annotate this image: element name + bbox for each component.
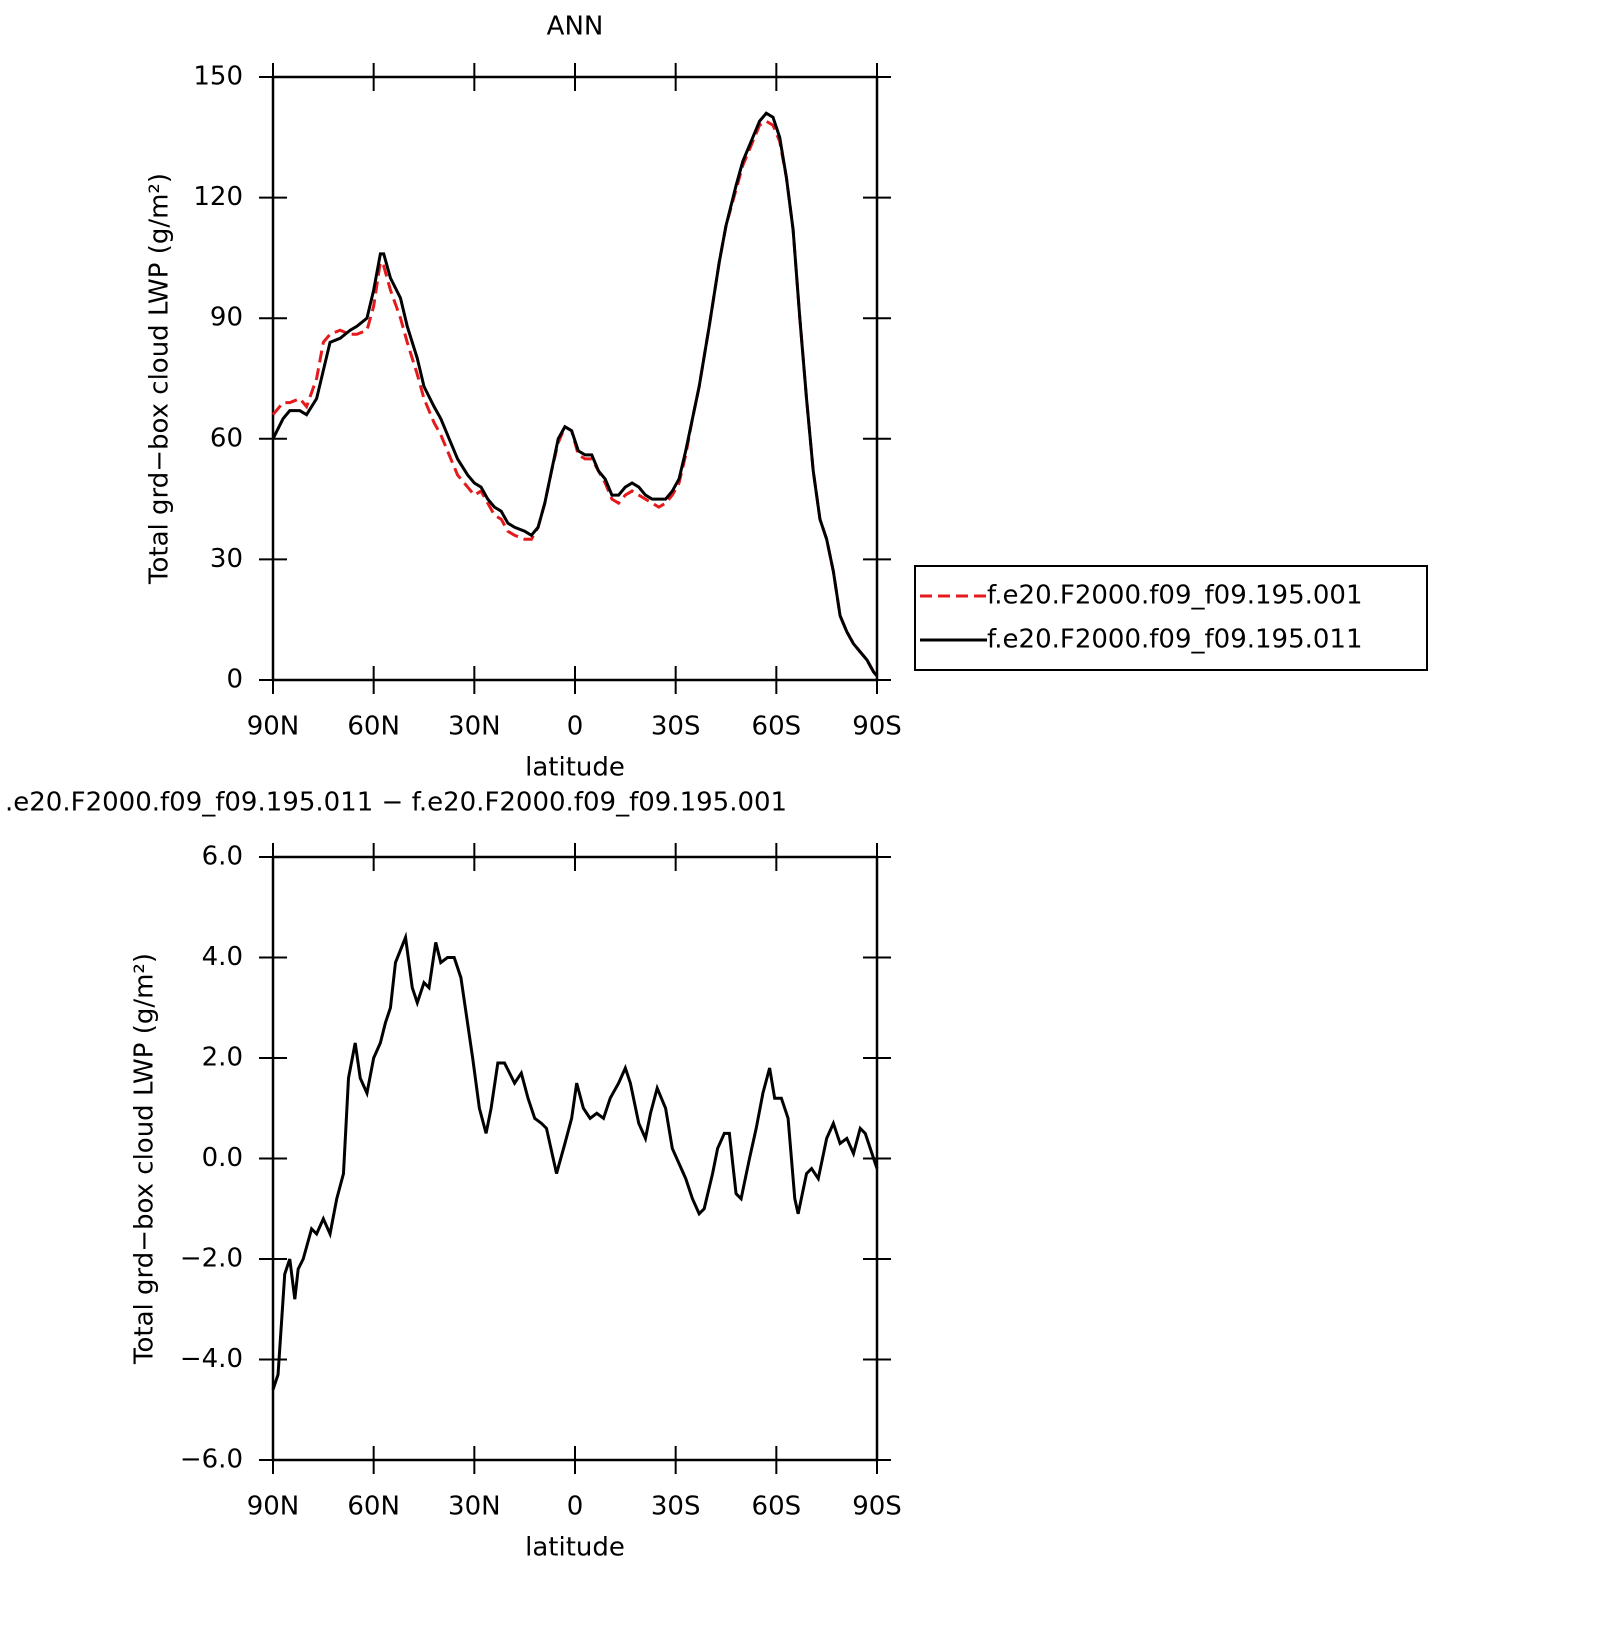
x-tick-label: 60N — [347, 712, 400, 742]
y-tick-label: −4.0 — [180, 1344, 243, 1374]
x-tick-label: 30S — [651, 1492, 701, 1522]
y-tick-label: 150 — [193, 62, 243, 92]
plot-frame — [271, 855, 879, 1462]
x-axis-label: latitude — [525, 1533, 625, 1563]
x-tick-label: 60S — [752, 712, 802, 742]
y-tick-label: 4.0 — [202, 942, 243, 972]
y-tick-label: 2.0 — [202, 1043, 243, 1073]
y-tick-label: −6.0 — [180, 1445, 243, 1475]
legend-label: f.e20.F2000.f09_f09.195.011 — [987, 625, 1363, 655]
chart: .e20.F2000.f09_f09.195.011 − f.e20.F2000… — [5, 788, 902, 1563]
x-tick-label: 90N — [247, 712, 300, 742]
x-tick-label: 90S — [852, 1492, 902, 1522]
y-tick-label: 6.0 — [202, 842, 243, 872]
y-tick-label: 30 — [210, 544, 243, 574]
y-axis-label: Total grd−box cloud LWP (g/m²) — [130, 953, 160, 1365]
series-line — [271, 931, 879, 1391]
chart-title: ANN — [547, 12, 604, 42]
y-axis-label: Total grd−box cloud LWP (g/m²) — [145, 173, 175, 585]
plot-frame — [271, 75, 879, 682]
y-tick-label: −2.0 — [180, 1244, 243, 1274]
x-tick-label: 90N — [247, 1492, 300, 1522]
x-tick-label: 90S — [852, 712, 902, 742]
y-tick-label: 120 — [193, 182, 243, 212]
x-tick-label: 60S — [752, 1492, 802, 1522]
x-tick-label: 30N — [448, 1492, 501, 1522]
series-line — [271, 111, 879, 677]
x-tick-label: 0 — [567, 1492, 584, 1522]
y-tick-label: 0 — [226, 665, 243, 695]
x-tick-label: 0 — [567, 712, 584, 742]
legend: f.e20.F2000.f09_f09.195.001 f.e20.F2000.f… — [914, 565, 1428, 671]
y-tick-label: 60 — [210, 423, 243, 453]
legend-box — [914, 565, 1428, 671]
x-tick-label: 30S — [651, 712, 701, 742]
y-tick-label: 90 — [210, 303, 243, 333]
chart-title: .e20.F2000.f09_f09.195.011 − f.e20.F2000… — [5, 788, 787, 818]
series-line — [271, 119, 879, 677]
x-tick-label: 60N — [347, 1492, 400, 1522]
legend-label: f.e20.F2000.f09_f09.195.001 — [987, 581, 1363, 611]
x-axis-label: latitude — [525, 753, 625, 783]
y-tick-label: 0.0 — [202, 1143, 243, 1173]
x-tick-label: 30N — [448, 712, 501, 742]
chart: ANN 0 30 60 90 120 150 90N 60N 30N 0 30S 60S 90S latit… — [145, 12, 1428, 783]
